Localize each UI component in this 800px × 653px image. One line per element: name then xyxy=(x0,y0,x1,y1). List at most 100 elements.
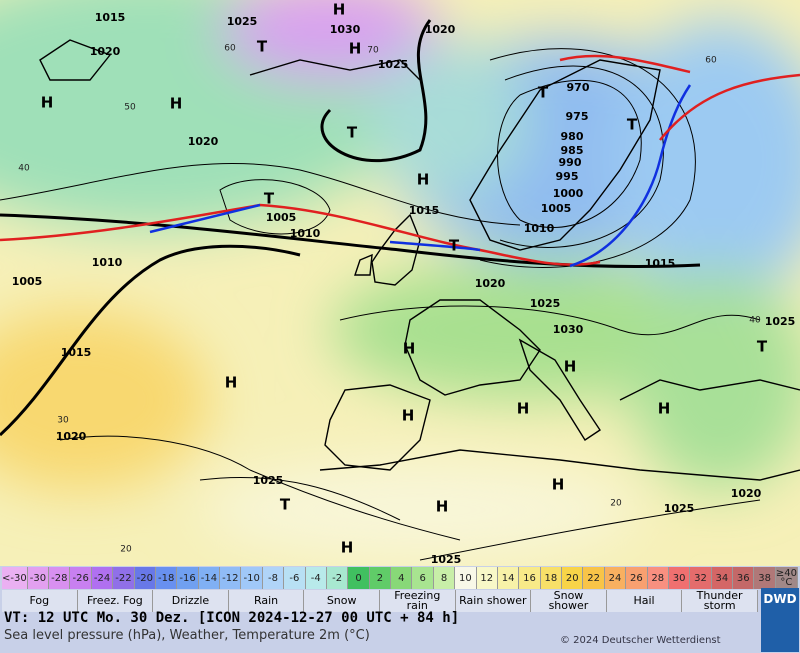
scale-cell: 22 xyxy=(583,567,605,589)
isobar-label: 1005 xyxy=(12,275,43,288)
cold-front xyxy=(149,84,692,268)
pressure-center: T xyxy=(538,84,549,102)
scale-cell: -22 xyxy=(113,567,135,589)
pressure-center: H xyxy=(552,476,565,494)
pressure-center: H xyxy=(417,171,430,189)
valid-time: VT: 12 UTC Mo. 30 Dez. [ICON 2024-12-27 … xyxy=(4,610,460,626)
occluded-front xyxy=(559,54,800,141)
isobar-label: 1015 xyxy=(61,346,92,359)
scale-cell: 38 xyxy=(754,567,776,589)
scale-cell: -28 xyxy=(49,567,71,589)
isobar-label: 975 xyxy=(566,110,589,123)
dwd-logo: DWD xyxy=(761,588,799,652)
scale-cell: -8 xyxy=(262,567,285,589)
pressure-center: T xyxy=(264,190,275,208)
latitude-label: 20 xyxy=(120,545,132,555)
scale-cell: 32 xyxy=(690,567,712,589)
scale-cell: 6 xyxy=(412,567,434,589)
scale-cell: -24 xyxy=(91,567,114,589)
isobars xyxy=(0,48,761,561)
warm-front xyxy=(0,203,601,266)
latitude-label: 30 xyxy=(57,416,69,426)
scale-cell: -2 xyxy=(326,567,349,589)
isobar-label: 1025 xyxy=(431,553,462,566)
latitude-label: 60 xyxy=(224,44,236,54)
latitude-label: 40 xyxy=(749,316,761,326)
scale-cell: -4 xyxy=(305,567,327,589)
pressure-center: T xyxy=(449,237,460,255)
pressure-center: H xyxy=(402,407,415,425)
scale-cell: 24 xyxy=(604,567,627,589)
pressure-center: H xyxy=(564,358,577,376)
scale-cell: ≥40 °C xyxy=(775,567,798,589)
pressure-center: H xyxy=(349,40,362,58)
scale-cell: 20 xyxy=(562,567,584,589)
isobar-label: 1015 xyxy=(409,204,440,217)
legend-item: Fog xyxy=(2,590,78,612)
scale-cell: -12 xyxy=(220,567,242,589)
latitude-label: 70 xyxy=(367,46,379,56)
legend-item: Rain shower xyxy=(456,590,532,612)
pressure-center: T xyxy=(257,38,268,56)
legend-item: Freez. Fog xyxy=(78,590,154,612)
scale-cell: 10 xyxy=(455,567,477,589)
scale-cell: 4 xyxy=(391,567,413,589)
isobar-label: 990 xyxy=(559,156,582,169)
isobar-label: 1020 xyxy=(90,45,121,58)
temperature-field xyxy=(0,0,800,560)
scale-cell: 30 xyxy=(668,567,691,589)
scale-cell: 28 xyxy=(647,567,669,589)
isobar-label: 980 xyxy=(561,130,584,143)
isobar-label: 1020 xyxy=(188,135,219,148)
isobar-label: 1020 xyxy=(731,487,762,500)
legend-item: Freezing rain xyxy=(380,590,456,612)
pressure-center: H xyxy=(517,400,530,418)
pressure-center: H xyxy=(225,374,238,392)
thick-isobars xyxy=(0,19,701,437)
latitude-label: 60 xyxy=(705,56,717,66)
isobar-label: 970 xyxy=(567,81,590,94)
description: Sea level pressure (hPa), Weather, Tempe… xyxy=(4,628,370,643)
pressure-center: T xyxy=(280,496,291,514)
legend-item: Snow xyxy=(304,590,380,612)
isobar-label: 1025 xyxy=(530,297,561,310)
isobar-label: 995 xyxy=(556,170,579,183)
legend-item: Snow shower xyxy=(531,590,607,612)
isobar-label: 985 xyxy=(561,144,584,157)
isobar-label: 1020 xyxy=(475,277,506,290)
scale-cell: 12 xyxy=(476,567,498,589)
scale-cell: 0 xyxy=(348,567,370,589)
legend-item: Thunder storm xyxy=(682,590,758,612)
scale-cell: 26 xyxy=(626,567,648,589)
scale-cell: -18 xyxy=(155,567,178,589)
pressure-center: H xyxy=(41,94,54,112)
pressure-center: H xyxy=(658,400,671,418)
isobar-label: 1030 xyxy=(330,23,361,36)
map: 1015 1025 1030 1020 1020 1025 970 975 9809859909… xyxy=(0,0,800,566)
isobar-label: 1025 xyxy=(253,474,284,487)
pressure-center: H xyxy=(170,95,183,113)
isobar-label: 1020 xyxy=(425,23,456,36)
isobar-label: 1015 xyxy=(645,257,676,270)
isobar-label: 1015 xyxy=(95,11,126,24)
isobar-label: 1025 xyxy=(378,58,409,71)
pressure-center: T xyxy=(347,124,358,142)
latitude-label: 40 xyxy=(18,164,30,174)
scale-cell: 8 xyxy=(433,567,456,589)
scale-cell: -20 xyxy=(134,567,156,589)
legend-item: Hail xyxy=(607,590,683,612)
scale-cell: -16 xyxy=(177,567,199,589)
scale-cell: -6 xyxy=(284,567,306,589)
scale-cell: -14 xyxy=(198,567,221,589)
scale-cell: 36 xyxy=(733,567,755,589)
scale-cell: 2 xyxy=(369,567,392,589)
isobar-label: 1010 xyxy=(290,227,321,240)
latitude-label: 50 xyxy=(124,103,136,113)
scale-cell: -10 xyxy=(241,567,263,589)
color-scale: <-30 -30 -28 -26 -24 -22 -20 -18 -16 -14 -12 -10 -8-… xyxy=(2,567,798,589)
pressure-center: H xyxy=(341,539,354,557)
pressure-center: T xyxy=(627,116,638,134)
isobar-label: 1005 xyxy=(266,211,297,224)
legend-item: Drizzle xyxy=(153,590,229,612)
